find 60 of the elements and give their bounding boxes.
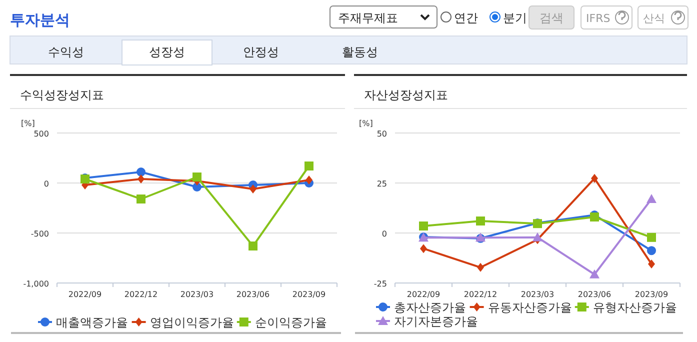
y-tick-label: -25: [374, 280, 387, 288]
y-tick-label: 500: [34, 130, 49, 138]
text: 수익성: [48, 45, 84, 59]
point: [250, 184, 256, 194]
point: [192, 172, 202, 182]
point: [647, 246, 656, 256]
point: [138, 174, 144, 184]
text: 분기: [503, 11, 527, 25]
point: [304, 162, 314, 170]
text: IFRS: [586, 12, 610, 25]
x-tick-label: 2023/03: [520, 290, 554, 299]
x-tick-label: 2023/06: [236, 290, 270, 299]
x-tick-label: 2022/12: [124, 290, 158, 299]
x-tick-label: 2023/03: [180, 290, 214, 299]
point: [646, 194, 656, 203]
text: 주재무제표: [338, 11, 398, 25]
text: 투자분석: [10, 11, 70, 29]
y-tick-label: -500: [30, 230, 49, 238]
point: [476, 216, 485, 226]
x-tick-label: 2023/09: [634, 290, 668, 299]
chart-title: 자산성장성지표: [364, 88, 448, 102]
x-tick-label: 2023/06: [578, 290, 612, 299]
y-tick-label: -1,000: [23, 280, 49, 288]
text: 산식: [643, 12, 665, 25]
x-tick-label: 2022/09: [68, 290, 102, 299]
legend-label: 유동자산증가율: [488, 300, 572, 314]
y-tick-label: 0: [382, 230, 387, 238]
x-tick-label: 2022/09: [406, 290, 440, 299]
point: [477, 262, 484, 272]
legend-label: 영업이익증가율: [150, 316, 234, 330]
y-tick-label: 50: [376, 130, 387, 138]
point: [136, 194, 146, 204]
y-tick-label: 25: [376, 180, 387, 188]
legend-label: 매출액증가율: [56, 316, 128, 330]
text: 활동성: [342, 45, 378, 59]
text: 연간: [454, 11, 478, 25]
point: [647, 232, 656, 242]
point: [591, 174, 598, 183]
legend-label: 순이익증가율: [254, 316, 327, 330]
point: [136, 168, 146, 176]
legend-label: 유형자산증가율: [592, 300, 677, 314]
text: 성장성: [149, 45, 185, 59]
point: [248, 242, 258, 250]
point: [532, 232, 542, 242]
point: [306, 176, 312, 184]
x-tick-label: 2023/09: [292, 290, 326, 299]
y-tick-label: 0: [44, 180, 49, 188]
y-axis-title: [%]: [359, 119, 373, 128]
point: [590, 269, 600, 278]
point: [419, 222, 428, 230]
legend-label: 자기자본증가율: [394, 314, 478, 328]
point: [648, 260, 655, 268]
x-tick-label: 2022/12: [464, 290, 498, 299]
chart-title: 수익성장성지표: [20, 88, 104, 102]
point: [420, 244, 427, 254]
text: 안정성: [243, 45, 279, 59]
text: 검색: [540, 11, 564, 25]
y-axis-title: [%]: [21, 119, 35, 128]
legend-label: 총자산증가율: [394, 300, 466, 314]
point: [192, 182, 202, 192]
